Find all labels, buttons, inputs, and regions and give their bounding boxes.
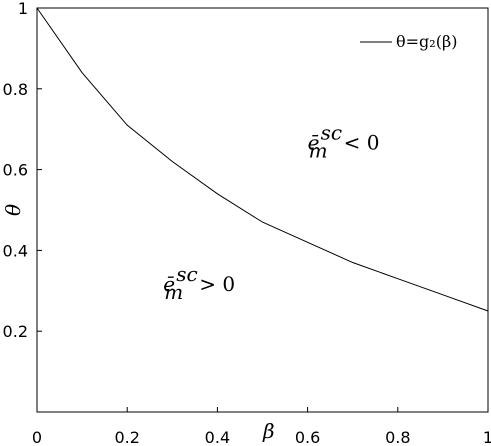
x-tick-label: 0.4 (205, 428, 230, 446)
annotation-sub: m (164, 280, 183, 304)
x-tick-label: 0 (32, 428, 42, 446)
y-tick-label: 0.4 (3, 241, 28, 260)
annotation-relation: < 0 (344, 130, 380, 154)
annotation-sup: sc (176, 262, 197, 286)
x-axis-label: β (262, 419, 275, 443)
x-tick-label: 0.2 (114, 428, 139, 446)
y-axis-label: θ (1, 204, 25, 216)
y-tick-label: 1 (18, 0, 28, 18)
annotation-base: ē (308, 130, 320, 154)
y-tick-label: 0.6 (3, 161, 28, 180)
annotation-sub: m (309, 138, 328, 162)
annotation-sup: sc (321, 120, 342, 144)
annotation-base: ē (163, 272, 175, 296)
data-line (36, 7, 489, 312)
x-tick-label: 0.8 (385, 428, 410, 446)
x-tick-label: 0.6 (295, 428, 320, 446)
x-tick-label: 1 (483, 428, 491, 446)
y-tick-label: 0.2 (3, 322, 28, 341)
legend-label: θ=g₂(β) (396, 32, 457, 51)
y-tick-label: 0.8 (3, 80, 28, 99)
annotation-relation: > 0 (199, 272, 235, 296)
plot-frame (36, 7, 489, 413)
